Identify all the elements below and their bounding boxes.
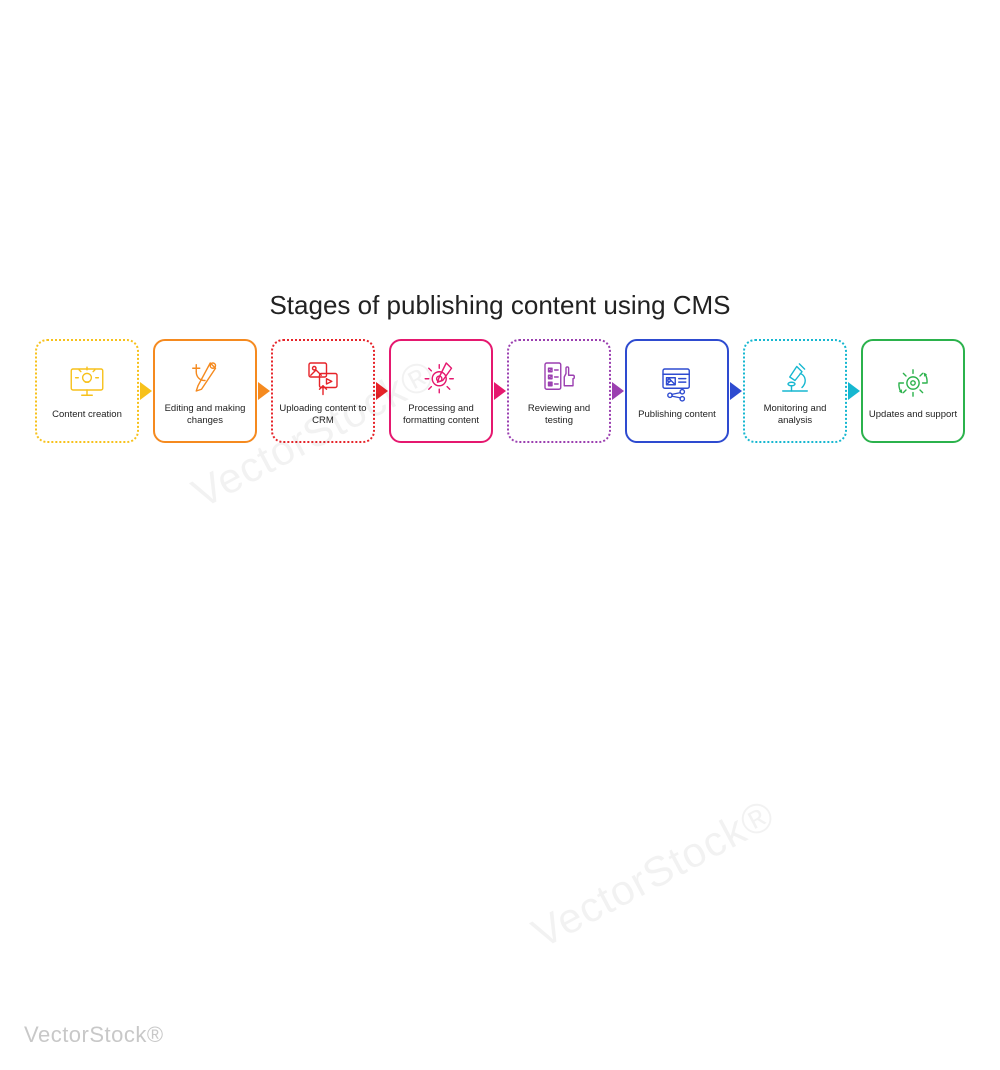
stage-box: Reviewing and testing xyxy=(507,339,611,443)
stage-box: Updates and support xyxy=(861,339,965,443)
stage-label: Publishing content xyxy=(638,409,716,421)
stage: Updates and support xyxy=(861,339,965,443)
gear-cycle-icon xyxy=(891,361,935,405)
tools-icon xyxy=(183,355,227,399)
stage-label: Monitoring and analysis xyxy=(749,403,841,427)
stage-label: Updates and support xyxy=(869,409,957,421)
upload-media-icon xyxy=(301,355,345,399)
microscope-icon xyxy=(773,355,817,399)
stage-box: Processing and formatting content xyxy=(389,339,493,443)
stage-label: Editing and making changes xyxy=(159,403,251,427)
stage-label: Uploading content to CRM xyxy=(277,403,369,427)
arrow-icon xyxy=(848,382,860,400)
process-flow: Content creation Editing and making chang… xyxy=(0,339,1000,443)
stage-box: Editing and making changes xyxy=(153,339,257,443)
watermark: VectorStock® xyxy=(24,1022,164,1048)
stage: Uploading content to CRM xyxy=(271,339,375,443)
stage: Processing and formatting content xyxy=(389,339,493,443)
stage: Editing and making changes xyxy=(153,339,257,443)
page-title: Stages of publishing content using CMS xyxy=(0,290,1000,321)
stage-box: Uploading content to CRM xyxy=(271,339,375,443)
stage-label: Content creation xyxy=(52,409,122,421)
stage-box: Monitoring and analysis xyxy=(743,339,847,443)
stage: Content creation xyxy=(35,339,139,443)
publish-share-icon xyxy=(655,361,699,405)
arrow-icon xyxy=(494,382,506,400)
arrow-icon xyxy=(612,382,624,400)
arrow-icon xyxy=(376,382,388,400)
watermark-diagonal: VectorStock® xyxy=(524,790,782,958)
stage-box: Publishing content xyxy=(625,339,729,443)
arrow-icon xyxy=(258,382,270,400)
monitor-idea-icon xyxy=(65,361,109,405)
stage-label: Reviewing and testing xyxy=(513,403,605,427)
stage: Reviewing and testing xyxy=(507,339,611,443)
stage-box: Content creation xyxy=(35,339,139,443)
arrow-icon xyxy=(140,382,152,400)
stage: Publishing content xyxy=(625,339,729,443)
stage-label: Processing and formatting content xyxy=(395,403,487,427)
gear-pencil-icon xyxy=(419,355,463,399)
arrow-icon xyxy=(730,382,742,400)
stage: Monitoring and analysis xyxy=(743,339,847,443)
checklist-thumb-icon xyxy=(537,355,581,399)
